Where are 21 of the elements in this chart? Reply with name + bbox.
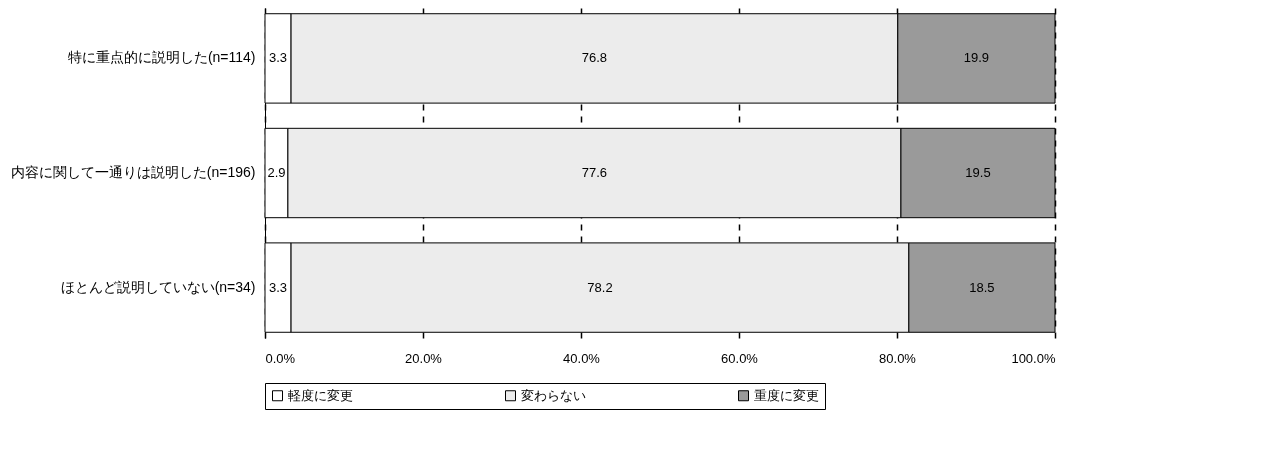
legend-label: 軽度に変更 [288, 387, 353, 403]
data-label: 78.2 [587, 279, 613, 295]
y-tick-label: 内容に関して一通りは説明した(n=196) [10, 164, 256, 180]
x-tick-label: 0.0% [265, 350, 296, 366]
data-label: 3.3 [269, 50, 288, 66]
x-tick-label: 100.0% [1011, 350, 1056, 366]
y-tick-label: 特に重点的に説明した(n=114) [67, 49, 256, 66]
legend-label: 変わらない [521, 387, 586, 403]
x-tick-label: 60.0% [721, 350, 759, 366]
data-label: 76.8 [581, 50, 608, 66]
data-label: 2.9 [267, 165, 286, 180]
data-label: 3.3 [269, 279, 288, 295]
x-tick-label: 20.0% [405, 350, 443, 366]
data-label: 19.9 [963, 50, 990, 66]
x-tick-label: 80.0% [879, 350, 917, 366]
y-tick-label: ほとんど説明していない(n=34) [60, 278, 256, 295]
data-label: 19.5 [965, 165, 991, 180]
data-label: 18.5 [969, 279, 995, 295]
legend-label: 重度に変更 [754, 387, 819, 403]
data-label: 77.6 [581, 165, 608, 180]
x-tick-label: 40.0% [563, 350, 601, 366]
